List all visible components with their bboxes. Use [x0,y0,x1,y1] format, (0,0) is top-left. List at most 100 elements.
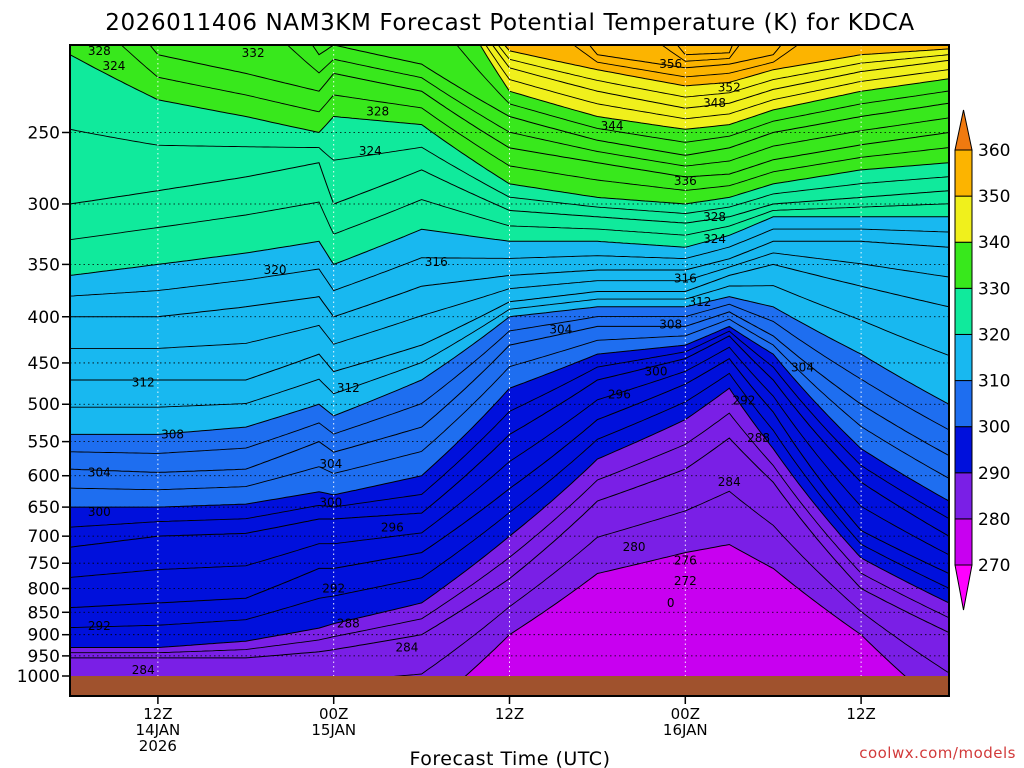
contour-label: 300 [645,365,668,379]
colorbar-bin [954,518,973,566]
colorbar-tick-label: 350 [978,187,1010,207]
y-tick-label: 650 [28,498,60,518]
y-tick-label: 400 [28,308,60,328]
x-tick-label: 12Z [495,705,524,723]
contour-label: 296 [608,388,631,402]
y-tick-label: 950 [28,647,60,667]
contour-label: 300 [88,505,111,519]
y-tick-label: 800 [28,580,60,600]
y-tick-label: 550 [28,433,60,453]
x-tick-label: 12Z [846,705,875,723]
isentrope-326 [70,128,949,214]
contour-label: 308 [161,427,184,441]
x-tick-label: 16JAN [663,721,708,739]
contour-label: 320 [264,263,287,277]
contour-label: 332 [242,46,265,60]
contour-label: 272 [674,574,697,588]
colorbar-bin [954,287,973,335]
contour-label: 288 [747,431,770,445]
isentrope-294 [70,346,949,578]
isentrope-282 [393,490,949,676]
x-tick-label: 15JAN [311,721,356,739]
contour-label: 284 [395,641,418,655]
contour-label: 344 [601,119,624,133]
y-tick-label: 350 [28,255,60,275]
contour-label: 328 [703,210,726,224]
contour-label: 324 [359,144,382,158]
contour-labels: 3283243323283243203163563523483443363283… [88,44,814,677]
isentrope-298 [70,330,949,528]
contour-label: 336 [674,174,697,188]
contour-label: 292 [88,619,111,633]
colorbar-bin [954,380,973,428]
contour-label: 304 [319,457,342,471]
isentrope-296 [70,335,949,548]
colorbar-bin [954,241,973,289]
colorbar-tick-label: 270 [978,556,1010,576]
y-tick-label: 850 [28,603,60,623]
contour-label: 304 [549,322,572,336]
contour-label: 284 [132,663,155,677]
theta-band-coldest [465,544,905,676]
y-tick-label: 900 [28,626,60,646]
colorbar-bin [954,472,973,520]
colorbar-tick-label: 310 [978,372,1010,392]
colorbar-bin [954,149,973,197]
colorbar-tick-label: 340 [978,233,1010,253]
colorbar-bin [954,195,973,243]
contour-label: 312 [132,375,155,389]
y-axis-ticks: 250 300 350 400 450 500 550 600 650 700 750 800 850 9… [17,123,70,687]
isentrope-334 [286,45,949,167]
isentrope-324 [70,162,949,224]
contour-label: 288 [337,617,360,631]
isentrope-286 [70,412,949,654]
x-tick-label: 12Z [143,705,172,723]
isentrope-308 [70,296,949,435]
isentrope-336 [311,45,949,156]
y-tick-label: 300 [28,195,60,215]
contour-label: 284 [718,475,741,489]
contour-label: 300 [319,495,342,509]
contour-label: 316 [425,255,448,269]
colorbar-tick-label: 290 [978,464,1010,484]
isentrope-contours [70,45,949,676]
x-tick-label: 2026 [139,737,177,755]
contour-label: 352 [718,81,741,95]
x-tick-label: 00Z [671,705,700,723]
colorbar-tick-label: 320 [978,325,1010,345]
contour-label: 292 [322,582,345,596]
x-tick-label: 14JAN [136,721,181,739]
isentrope-328 [70,54,949,205]
credit-text: coolwx.com/models [859,744,1016,762]
isentrope-306 [70,303,949,454]
colorbar-tick-label: 300 [978,418,1010,438]
y-tick-label: 250 [28,123,60,143]
colorbar-bin [954,564,973,611]
y-tick-label: 600 [28,467,60,487]
contour-label: 296 [381,521,404,535]
isentrope-330 [120,45,949,191]
y-tick-label: 750 [28,554,60,574]
contour-label: 292 [732,393,755,407]
y-tick-label: 500 [28,395,60,415]
isentrope-318 [70,228,949,297]
contour-label: 312 [688,295,711,309]
x-axis-label: Forecast Time (UTC) [410,748,611,768]
contour-label: 308 [659,318,682,332]
contour-label: 356 [659,57,682,71]
y-tick-label: 700 [28,527,60,547]
contour-label: 324 [703,232,726,246]
contour-label: 304 [791,360,814,374]
colorbar-bin [954,333,973,382]
y-tick-label: 1000 [17,667,60,687]
isentrope-290 [70,372,949,629]
chart-title: 2026011406 NAM3KM Forecast Potential Tem… [105,10,914,36]
isentrope-310 [70,285,949,408]
isentrope-342 [485,45,949,120]
contour-label: 348 [703,96,726,110]
contour-label: 280 [623,540,646,554]
colorbar-bin [954,426,973,474]
y-tick-label: 450 [28,354,60,374]
